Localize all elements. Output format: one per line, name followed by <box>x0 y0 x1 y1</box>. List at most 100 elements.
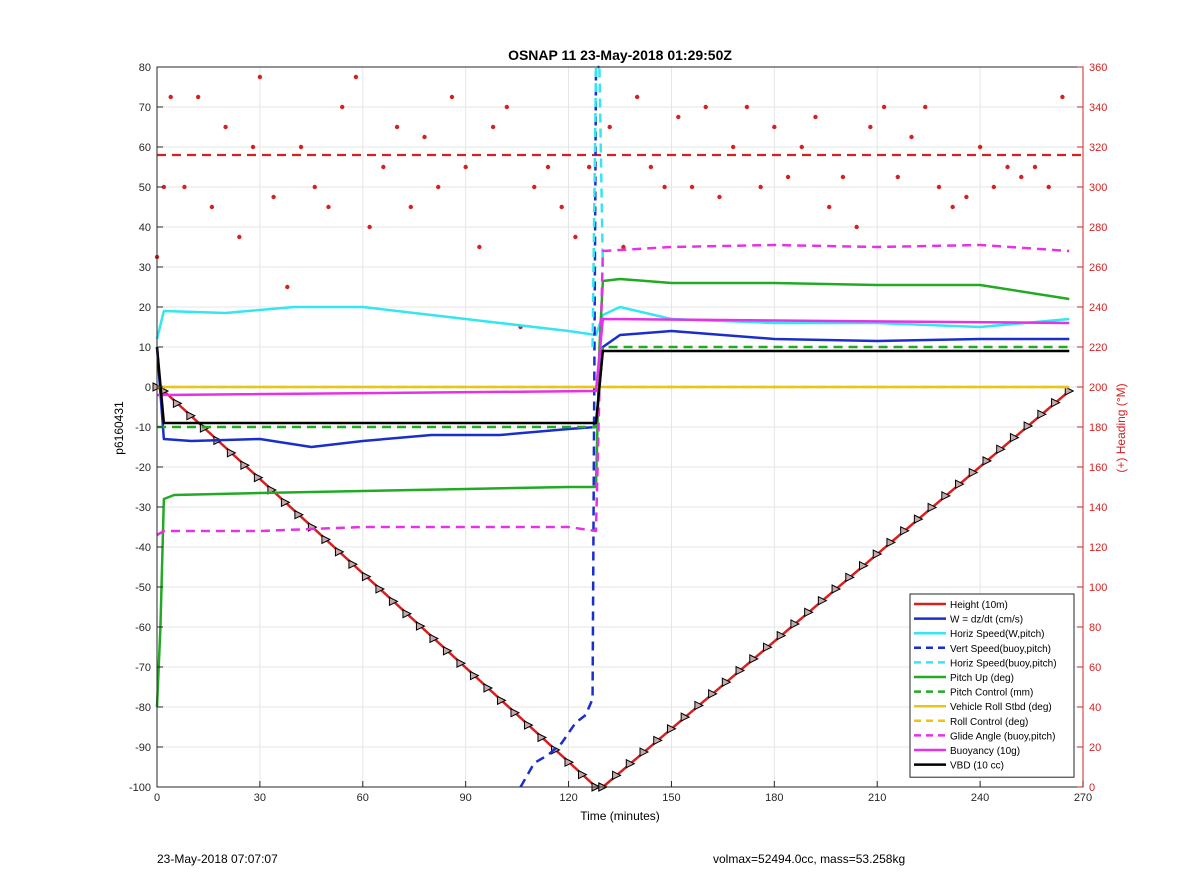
y2-tick-label: 200 <box>1089 382 1107 394</box>
y2-tick-label: 160 <box>1089 462 1107 474</box>
height-marker <box>523 720 534 730</box>
footer-volmax-mass: volmax=52494.0cc, mass=53.258kg <box>713 852 906 866</box>
y2-tick-label: 220 <box>1089 342 1107 354</box>
height-marker <box>456 658 467 669</box>
height-marker <box>804 607 814 618</box>
heading-point <box>607 124 612 130</box>
heading-point <box>730 144 736 150</box>
y2-tick-label: 80 <box>1089 622 1101 634</box>
heading-point <box>408 204 413 210</box>
heading-points <box>154 74 1065 330</box>
heading-point <box>477 244 482 250</box>
y-tick-label: 30 <box>139 262 151 274</box>
heading-point <box>909 134 914 140</box>
height-marker <box>872 549 883 559</box>
y-tick-label: -60 <box>135 622 151 634</box>
height-marker <box>694 700 704 711</box>
series-line-1 <box>155 329 1070 449</box>
legend: Height (10m) W = dz/dt (cm/s) Horiz Speed(… <box>909 593 1075 778</box>
heading-point <box>326 204 331 210</box>
height-marker <box>375 584 386 594</box>
height-marker <box>442 646 453 656</box>
height-marker <box>240 460 251 471</box>
heading-point <box>648 164 654 170</box>
height-marker <box>845 572 855 583</box>
height-marker <box>469 670 480 681</box>
x-tick-label: 90 <box>460 792 472 804</box>
heading-point <box>991 184 997 190</box>
heading-point <box>340 104 345 110</box>
heading-point <box>182 184 187 190</box>
height-marker <box>402 608 413 619</box>
height-marker <box>776 630 787 641</box>
x-axis-label: Time (minutes) <box>580 809 660 823</box>
y-tick-label: 50 <box>139 182 151 194</box>
heading-point <box>490 124 496 130</box>
y-tick-label: -70 <box>135 662 151 674</box>
heading-point <box>827 204 832 210</box>
height-marker <box>900 525 910 536</box>
heading-point <box>1032 164 1038 170</box>
heading-point <box>532 184 537 190</box>
heading-point <box>223 124 228 130</box>
y2-tick-label: 60 <box>1089 662 1101 674</box>
heading-point <box>573 234 578 240</box>
height-marker <box>537 732 548 743</box>
height-marker <box>749 654 759 664</box>
y-tick-label: -30 <box>135 502 151 514</box>
x-tick-label: 240 <box>971 792 989 804</box>
axes: 0 30 60 90 120 150 180 210 240 270-100-90-80-70-6… <box>129 62 1107 804</box>
legend-label-4: Horiz Speed(buoy,pitch) <box>950 658 1057 669</box>
legend-label-6: Pitch Control (mm) <box>950 688 1033 699</box>
height-marker <box>996 444 1006 455</box>
chart-title: OSNAP 11 23-May-2018 01:29:50Z <box>508 47 732 63</box>
y-tick-label: 80 <box>139 62 151 74</box>
heading-point <box>785 174 791 180</box>
heading-point <box>463 164 468 170</box>
legend-label-10: Buoyancy (10g) <box>950 746 1020 757</box>
heading-point <box>237 234 242 240</box>
height-marker <box>280 497 291 508</box>
y-tick-label: -40 <box>135 542 151 554</box>
heading-point <box>367 224 372 230</box>
heading-point <box>881 104 887 110</box>
heading-point <box>161 184 167 190</box>
heading-point <box>271 194 276 200</box>
heading-point <box>950 204 955 210</box>
heading-point <box>436 184 441 190</box>
heading-point <box>634 94 640 100</box>
y-tick-label: -80 <box>135 702 151 714</box>
y-axis-label: p6160431 <box>112 401 126 455</box>
legend-label-7: Vehicle Roll Stbd (deg) <box>950 702 1052 713</box>
heading-point <box>717 194 722 200</box>
height-marker <box>762 642 773 653</box>
heading-point <box>298 144 304 150</box>
y-tick-label: -50 <box>135 582 151 594</box>
series-line-9 <box>156 243 1070 537</box>
heading-point <box>758 184 763 190</box>
heading-point <box>854 224 859 230</box>
heading-point <box>195 94 201 100</box>
series-line-10 <box>157 317 1070 397</box>
height-marker <box>859 560 869 571</box>
heading-point <box>689 184 695 190</box>
heading-point <box>662 184 667 190</box>
heading-point <box>381 164 386 170</box>
heading-point <box>813 114 818 120</box>
heading-point <box>868 124 873 130</box>
legend-label-11: VBD (10 cc) <box>950 761 1004 772</box>
heading-point <box>353 74 359 80</box>
height-marker <box>361 571 372 582</box>
heading-point <box>676 114 681 120</box>
height-marker <box>348 559 359 570</box>
y2-tick-label: 320 <box>1089 142 1107 154</box>
y-tick-label: 20 <box>139 302 151 314</box>
heading-point <box>250 144 256 150</box>
y2-tick-label: 280 <box>1089 222 1107 234</box>
heading-point <box>312 184 317 190</box>
height-marker <box>982 456 993 466</box>
heading-point <box>703 104 708 110</box>
height-marker <box>666 723 677 734</box>
x-tick-label: 30 <box>254 792 266 804</box>
